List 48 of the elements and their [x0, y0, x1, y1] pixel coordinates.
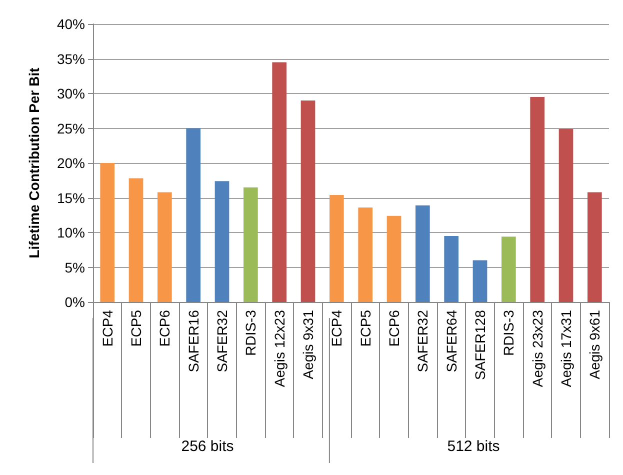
bar — [386, 216, 402, 302]
bar — [100, 163, 114, 302]
bar — [214, 181, 230, 302]
y-tick-label: 0% — [64, 294, 85, 310]
bar — [502, 236, 516, 302]
x-tick-label: ECP5 — [128, 310, 144, 347]
bar — [530, 96, 544, 302]
x-tick-label: ECP6 — [156, 310, 173, 347]
text: 256 bits — [181, 438, 234, 455]
y-tick-label: 20% — [56, 155, 85, 171]
x-tick-label: Aegis 9x31 — [300, 310, 316, 380]
y-tick-label: 10% — [56, 224, 85, 240]
bar — [244, 187, 258, 302]
y-tick-label: 5% — [64, 259, 85, 276]
x-tick-label: SAFER32 — [414, 310, 431, 372]
bar — [444, 236, 458, 302]
x-tick-label: ECP5 — [357, 310, 374, 347]
x-tick-label: Aegis 23x23 — [529, 310, 546, 388]
bar — [588, 192, 602, 302]
y-tick-label: 35% — [56, 50, 85, 67]
y-tick-label: 40% — [56, 16, 85, 32]
bar — [558, 128, 574, 302]
bar — [358, 207, 372, 302]
bar — [416, 205, 430, 302]
x-tick-label: RDIS-3 — [242, 310, 259, 356]
x-tick-label: Aegis 12x23 — [271, 310, 288, 388]
y-axis-title: Lifetime Contribution Per Bit — [26, 67, 42, 258]
x-tick-label: SAFER64 — [443, 310, 460, 372]
bar — [472, 260, 488, 302]
bar — [128, 178, 144, 302]
x-tick-label: SAFER128 — [472, 310, 488, 380]
x-tick-label: SAFER16 — [185, 310, 202, 372]
x-tick-label: RDIS-3 — [500, 310, 517, 356]
bar — [300, 100, 316, 302]
x-tick-label: ECP4 — [328, 310, 345, 347]
bar — [272, 62, 286, 302]
x-tick-label: ECP6 — [386, 310, 402, 347]
x-tick-label: Aegis 17x31 — [558, 310, 574, 388]
x-tick-label: SAFER32 — [214, 310, 230, 372]
y-tick-label: 15% — [56, 190, 85, 206]
text: 512 bits — [447, 438, 500, 455]
bar — [330, 194, 344, 302]
bar — [158, 192, 172, 302]
bar — [186, 128, 200, 302]
x-tick-label: ECP4 — [99, 310, 116, 347]
x-tick-label: Aegis 9x61 — [586, 310, 603, 380]
y-tick-label: 30% — [56, 86, 85, 102]
y-tick-label: 25% — [56, 120, 85, 136]
